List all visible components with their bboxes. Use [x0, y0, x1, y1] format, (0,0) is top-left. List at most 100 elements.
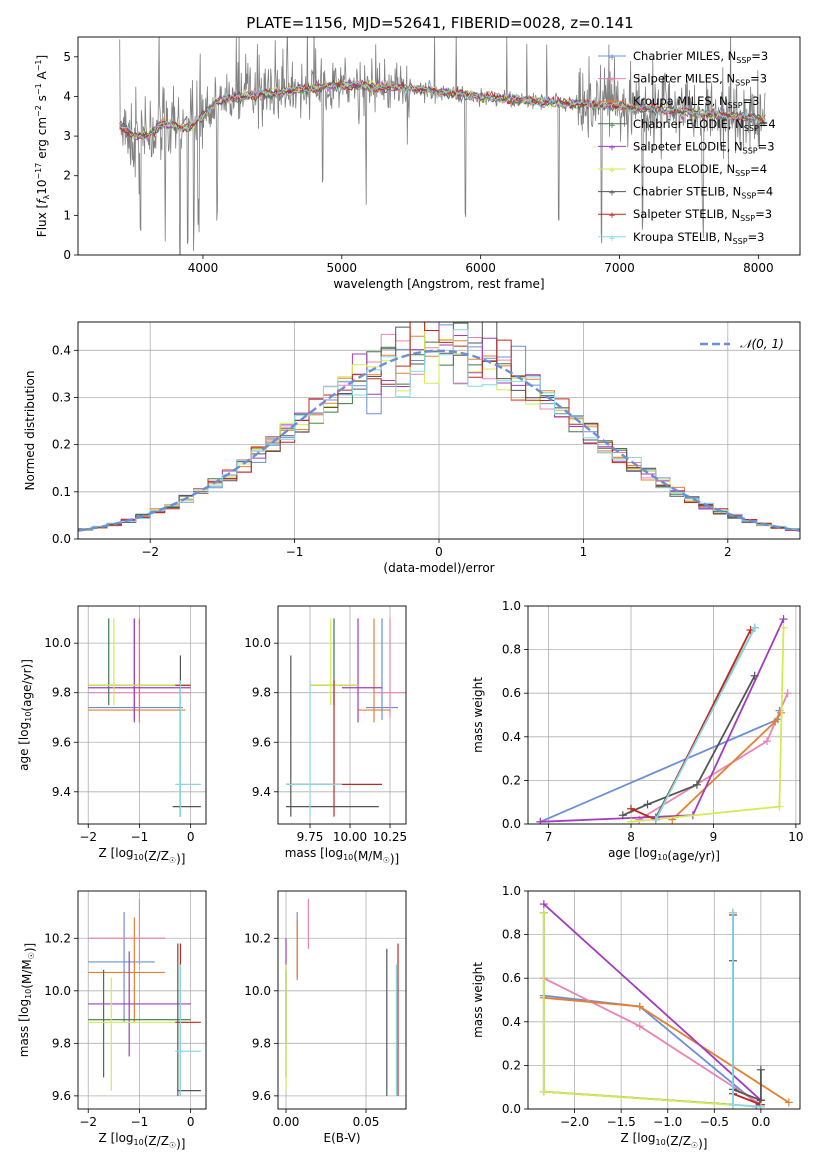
y-tick-label: 10.0: [44, 636, 71, 650]
y-axis-label: mass weight: [471, 962, 485, 1038]
x-axis-label: Z [log10(Z/Z☉)]: [99, 846, 186, 866]
series-marker: [771, 717, 780, 726]
y-tick-label: 9.6: [252, 735, 271, 749]
series-marker: [756, 1102, 765, 1109]
errorbar-point: [88, 951, 191, 1057]
legend-marker: +: [608, 211, 616, 221]
x-tick-label: 10.00: [333, 830, 367, 844]
axes-frame: [277, 605, 407, 825]
x-tick-label: 5000: [327, 261, 358, 275]
plot-area: [285, 898, 399, 1096]
series-line-kroupa-elodie: [630, 627, 785, 823]
series-marker: [539, 908, 548, 917]
y-tick-label: 1: [63, 208, 71, 222]
x-tick-label: 0.00: [273, 1115, 300, 1129]
x-tick-label: −2.0: [560, 1115, 589, 1129]
y-tick-label: 4: [63, 89, 71, 103]
series-marker: [728, 1100, 737, 1109]
x-tick-label: 8: [627, 830, 635, 844]
series-line-chabrier-stelib: [622, 675, 756, 817]
y-axis-label: Normed distribution: [23, 371, 37, 491]
errorbar-point: [342, 618, 382, 723]
legend-label: Salpeter MILES, NSSP=3: [633, 72, 767, 88]
series-marker: [779, 615, 788, 624]
errorbar-point: [175, 964, 201, 1096]
x-axis-label: wavelength [Angstrom, rest frame]: [333, 277, 544, 291]
x-tick-label: −1.0: [653, 1115, 682, 1129]
x-tick-label: 7: [545, 830, 553, 844]
x-tick-label: 1: [580, 545, 588, 559]
series-marker: [539, 1087, 548, 1096]
errorbar-point: [88, 977, 191, 1091]
series-marker: [784, 1098, 793, 1107]
errorbar-point: [88, 898, 166, 965]
model-spectrum-kroupa-stelib: [119, 80, 766, 141]
errorbar-point: [286, 680, 342, 817]
errorbar-point: [88, 912, 155, 1023]
x-tick-label: 9: [710, 830, 718, 844]
series-marker: [618, 811, 627, 820]
y-tick-label: 10.0: [244, 636, 271, 650]
plot-area: [88, 618, 201, 817]
y-tick-label: 0.4: [502, 730, 521, 744]
errorbar-point: [88, 917, 166, 1023]
legend-label: Salpeter ELODIE, NSSP=3: [633, 139, 775, 155]
y-tick-label: 0.8: [502, 928, 521, 942]
y-tick-label: 0.1: [52, 485, 71, 499]
figure-title: PLATE=1156, MJD=52641, FIBERID=0028, z=0…: [246, 14, 633, 32]
series-marker: [536, 817, 545, 824]
errorbar-point: [88, 969, 191, 1078]
x-axis-label: (data-model)/error: [383, 561, 494, 575]
y-tick-label: 10.2: [244, 931, 271, 945]
x-tick-label: −0.5: [700, 1115, 729, 1129]
y-tick-label: 1.0: [502, 599, 521, 613]
errorbar-point: [88, 618, 191, 723]
legend: + Chabrier MILES, NSSP=3 + Salpeter MILES, …: [598, 49, 776, 246]
y-axis-label: age [log10(age/yr)]: [17, 659, 34, 771]
errorbar-point: [88, 618, 186, 723]
legend-label: Salpeter STELIB, NSSP=3: [633, 207, 772, 223]
y-tick-label: 3: [63, 129, 71, 143]
axes-frame: [77, 605, 207, 825]
x-tick-label: 6000: [465, 261, 496, 275]
panel-mass-vs-EBV: 0.00 0.05 9.6 9.8 10.0 10.2 E(B-V): [244, 890, 407, 1145]
legend-label: Kroupa STELIB, NSSP=3: [633, 230, 764, 246]
panel-weight-vs-age: 7 8 9 10 0.0 0.2 0.4 0.6 0.8 1.0 age [log10(age/yr…: [471, 599, 804, 863]
y-tick-label: 9.4: [52, 785, 71, 799]
x-tick-label: 10.25: [373, 830, 407, 844]
y-tick-label: 0.0: [502, 1102, 521, 1116]
legend-marker: +: [608, 234, 616, 244]
x-axis-label: mass [log10(M/M☉)]: [285, 846, 400, 866]
axes-frame: [77, 36, 801, 256]
errorbar-point: [177, 943, 201, 1096]
x-axis-label: age [log10(age/yr)]: [608, 846, 720, 863]
legend-marker: +: [608, 76, 616, 86]
series-marker: [635, 1002, 644, 1011]
x-tick-label: −1: [131, 1115, 149, 1129]
legend-label: Kroupa ELODIE, NSSP=4: [633, 162, 767, 178]
x-tick-label: −1.5: [607, 1115, 636, 1129]
y-tick-label: 9.8: [52, 686, 71, 700]
series-marker: [692, 780, 701, 789]
x-tick-label: 0: [187, 1115, 195, 1129]
y-tick-label: 9.4: [252, 785, 271, 799]
series-marker: [775, 802, 784, 811]
model-spectrum-chabrier-stelib: [119, 79, 766, 140]
series-marker: [635, 1022, 644, 1031]
plot-area: [539, 900, 793, 1109]
legend-label: Chabrier MILES, NSSP=3: [633, 49, 768, 65]
series-line-chabrier-miles: [543, 994, 762, 1108]
series-marker: [539, 900, 548, 909]
plot-area: [78, 322, 800, 539]
y-tick-label: 0.4: [502, 1015, 521, 1029]
y-axis-label: Flux [fλ10−17 erg cm−2 s−1 A−1]: [34, 55, 51, 237]
x-tick-label: −2: [141, 545, 159, 559]
y-tick-label: 5: [63, 50, 71, 64]
axes-frame: [527, 890, 801, 1110]
x-tick-label: 9.75: [297, 830, 324, 844]
y-tick-label: 10.0: [244, 984, 271, 998]
series-line-salpeter-stelib: [630, 629, 752, 821]
panel-age-vs-mass: 9.75 10.00 10.25 9.4 9.6 9.8 10.0 mass [log10(M…: [244, 605, 407, 866]
y-tick-label: 9.8: [252, 686, 271, 700]
y-tick-label: 0.2: [52, 438, 71, 452]
